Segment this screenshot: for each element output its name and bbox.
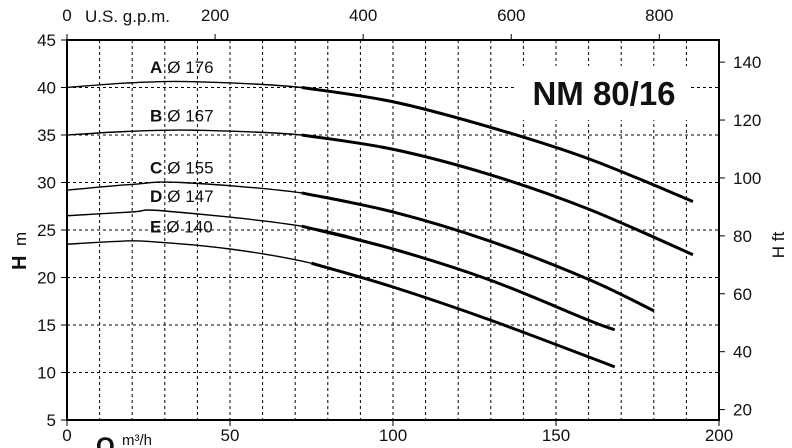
chart-title: NM 80/16 (532, 75, 675, 112)
right-tick-label: 100 (733, 169, 761, 188)
right-tick-label: 20 (733, 401, 752, 420)
bottom-axis-symbol: Q (96, 433, 115, 448)
x-tick-label: 150 (542, 426, 570, 445)
x-tick-label: 0 (62, 426, 71, 445)
y-tick-label: 15 (37, 316, 56, 335)
left-axis-unit: m (11, 232, 30, 246)
curve-e-working-range (311, 261, 616, 369)
top-tick-label: 600 (497, 6, 525, 25)
top-tick-label: 200 (201, 6, 229, 25)
right-tick-label: 80 (733, 227, 752, 246)
x-tick-label: 100 (379, 426, 407, 445)
y-tick-label: 20 (37, 269, 56, 288)
curve-e (66, 240, 615, 368)
y-tick-label: 40 (37, 79, 56, 98)
x-tick-label: 50 (221, 426, 240, 445)
left-axis-label: H m (9, 232, 31, 270)
curve-a-working-range (301, 86, 694, 203)
right-tick-label: 40 (733, 343, 752, 362)
bottom-axis-unit: m³/h (122, 432, 152, 448)
y-tick-label: 5 (47, 411, 56, 430)
y-tick-label: 10 (37, 364, 56, 383)
right-axis-label: H ft (769, 232, 788, 259)
left-axis-symbol: H (9, 256, 31, 270)
x-tick-label: 200 (705, 426, 733, 445)
curve-c-working-range (301, 191, 655, 313)
y-tick-label: 35 (37, 126, 56, 145)
top-axis-label: U.S. g.p.m. (85, 7, 170, 26)
right-tick-label: 140 (733, 53, 761, 72)
curve-b-working-range (301, 133, 694, 257)
curve-d-working-range (301, 224, 616, 332)
y-tick-label: 45 (37, 31, 56, 50)
y-tick-label: 25 (37, 221, 56, 240)
right-tick-label: 60 (733, 285, 752, 304)
top-tick-label: 400 (349, 6, 377, 25)
top-tick-label: 0 (62, 6, 71, 25)
right-axis-unit: H ft (769, 232, 788, 259)
title-box (516, 66, 688, 120)
top-tick-label: 800 (645, 6, 673, 25)
right-tick-label: 120 (733, 111, 761, 130)
tick-labels: 0 50 100 150 200 5 10 15 20 25 30 35 40 45 0 200 400 600 8… (37, 6, 761, 445)
y-tick-label: 30 (37, 174, 56, 193)
grid (67, 40, 719, 420)
